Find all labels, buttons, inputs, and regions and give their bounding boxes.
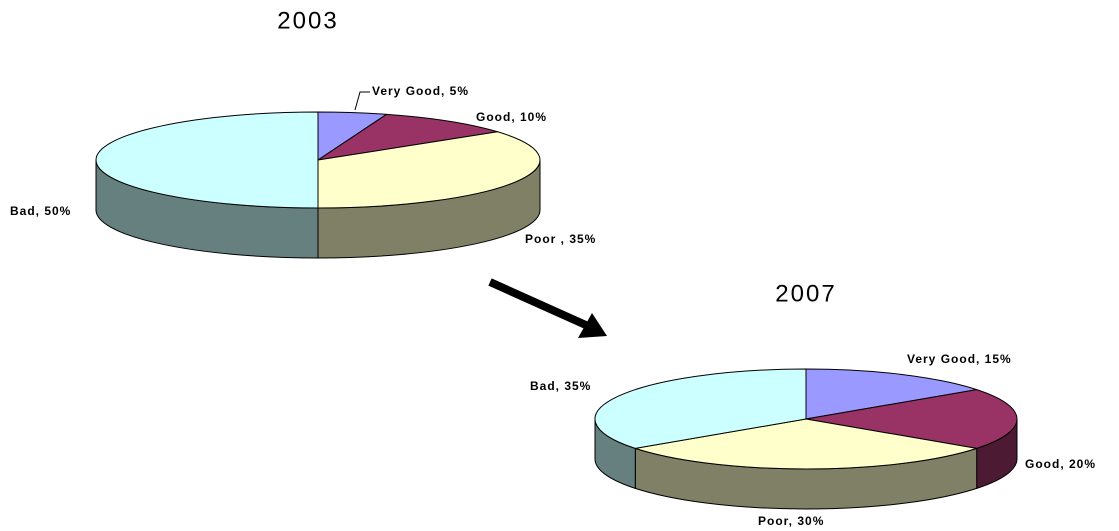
- data-label: Poor , 35%: [525, 232, 596, 246]
- pie-slice: [317, 113, 498, 161]
- pie-slice: [805, 389, 1018, 449]
- data-label: Very Good, 15%: [907, 352, 1012, 366]
- chart-title: 2003: [277, 7, 338, 34]
- data-label: Bad, 35%: [530, 379, 591, 393]
- data-label: Poor, 30%: [758, 514, 824, 528]
- pie-slice: [805, 368, 977, 420]
- data-label: Very Good, 5%: [372, 84, 469, 98]
- pie-slice: [635, 418, 977, 470]
- arrow-shaft: [488, 278, 590, 330]
- arrow-head: [578, 313, 607, 338]
- chart-title: 2007: [775, 280, 836, 307]
- pie-slice: [594, 368, 807, 449]
- data-label: Good, 10%: [476, 110, 547, 124]
- pie-slice: [317, 131, 541, 209]
- data-label: Good, 20%: [1025, 457, 1096, 471]
- data-label: Bad, 50%: [10, 204, 71, 218]
- leader-line: [354, 91, 370, 111]
- pie-slice: [95, 111, 319, 209]
